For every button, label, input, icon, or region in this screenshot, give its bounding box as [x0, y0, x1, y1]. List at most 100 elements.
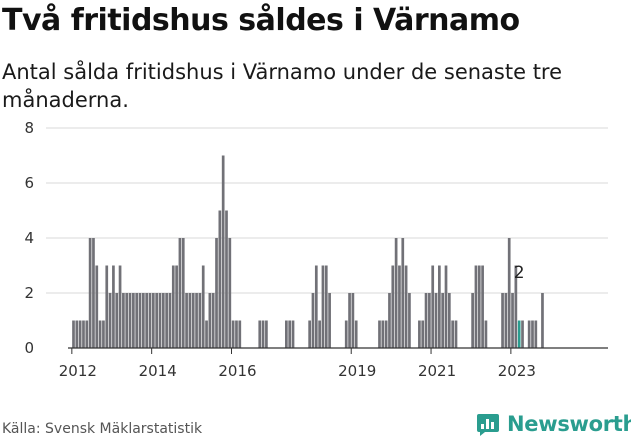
x-tick-label: 2023	[498, 362, 536, 380]
x-tick-label: 2016	[218, 362, 256, 380]
x-tick-label: 2012	[59, 362, 97, 380]
bar	[318, 320, 321, 348]
bar	[428, 293, 431, 348]
axes	[68, 347, 608, 354]
y-tick-label: 2	[24, 284, 34, 302]
x-tick-label: 2021	[418, 362, 456, 380]
bar	[378, 320, 381, 348]
bar	[285, 320, 288, 348]
bar	[102, 320, 105, 348]
bar	[324, 265, 328, 348]
bar	[188, 293, 192, 348]
bar	[82, 320, 85, 348]
bar	[78, 320, 82, 348]
bar	[141, 293, 145, 348]
bar	[258, 320, 262, 348]
bar	[261, 320, 265, 348]
bar	[391, 265, 395, 348]
bar	[421, 320, 425, 348]
bar	[451, 320, 455, 348]
bar	[471, 293, 474, 348]
bar	[158, 293, 162, 348]
bar	[211, 293, 215, 348]
newsworthy-icon	[477, 414, 499, 436]
bar	[145, 293, 149, 348]
y-tick-label: 4	[24, 229, 34, 247]
bar	[208, 293, 212, 348]
labels: 0 2 4 6 8 2012 2014 2016 2019 2021 2023 2	[24, 119, 536, 380]
highlight-value-label: 2	[514, 263, 525, 283]
bar	[474, 265, 478, 348]
bar	[105, 265, 109, 348]
bar	[108, 293, 112, 348]
brand-name: Newsworthy	[507, 412, 631, 436]
bar	[112, 265, 115, 348]
source-note: Källa: Svensk Mäklarstatistik	[2, 421, 203, 437]
bar	[291, 320, 295, 348]
bar	[314, 265, 318, 348]
bar	[418, 320, 421, 348]
bar	[265, 320, 268, 348]
bar	[198, 293, 202, 348]
bar	[175, 265, 178, 348]
x-tick-label: 2019	[338, 362, 376, 380]
brand-logo: Newsworthy	[476, 409, 631, 439]
bar	[424, 293, 428, 348]
bar	[201, 265, 205, 348]
bar	[151, 293, 155, 348]
bar	[178, 238, 182, 348]
bar	[328, 293, 331, 348]
bar	[288, 320, 292, 348]
bar	[484, 320, 488, 348]
bar	[221, 155, 225, 348]
bar	[125, 293, 129, 348]
bar	[115, 293, 119, 348]
bar	[354, 320, 358, 348]
bar	[394, 238, 398, 348]
bar	[155, 293, 158, 348]
x-tick-label: 2014	[139, 362, 177, 380]
bar	[231, 320, 235, 348]
bar	[225, 210, 228, 348]
bar	[118, 265, 122, 348]
bar	[398, 265, 401, 348]
bar	[215, 238, 218, 348]
bar	[348, 293, 351, 348]
bar	[85, 320, 89, 348]
bar	[72, 320, 75, 348]
chart-title: Två fritidshus såldes i Värnamo	[2, 3, 520, 38]
bar	[218, 210, 222, 348]
bar	[481, 265, 484, 348]
bar-highlight	[517, 320, 521, 348]
bar	[441, 293, 445, 348]
bar	[351, 293, 355, 348]
bar	[531, 320, 534, 348]
bar	[514, 265, 518, 348]
bar	[191, 293, 195, 348]
bar	[95, 265, 99, 348]
bar	[384, 320, 388, 348]
bar	[181, 238, 185, 348]
bar	[534, 320, 538, 348]
bars	[72, 155, 544, 348]
bar	[388, 293, 391, 348]
bar	[168, 293, 172, 348]
bar	[228, 238, 232, 348]
bar	[408, 293, 411, 348]
bar	[311, 293, 315, 348]
bar	[321, 265, 325, 348]
bar	[507, 238, 511, 348]
y-tick-label: 0	[24, 339, 34, 357]
bar	[92, 238, 95, 348]
bar	[185, 293, 188, 348]
bar	[75, 320, 79, 348]
chart-subtitle: Antal sålda fritidshus i Värnamo under d…	[2, 60, 563, 112]
bar	[477, 265, 481, 348]
bar	[504, 293, 508, 348]
bar	[401, 238, 405, 348]
bar	[238, 320, 242, 348]
bar	[138, 293, 142, 348]
bar	[447, 293, 451, 348]
y-tick-label: 8	[24, 119, 34, 137]
bar	[501, 293, 504, 348]
